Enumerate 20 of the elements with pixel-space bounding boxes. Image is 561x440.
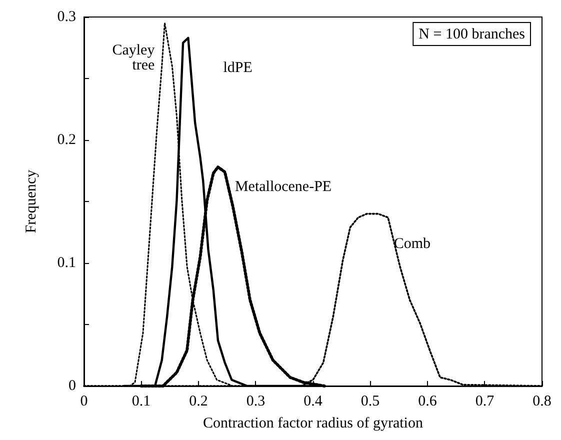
y-tick-label: 0.2 bbox=[57, 132, 76, 148]
y-axis-title: Frequency bbox=[24, 169, 40, 234]
series-label: Cayley tree bbox=[112, 42, 156, 74]
y-tick-label: 0.1 bbox=[57, 255, 76, 271]
x-tick-label: 0.6 bbox=[418, 394, 438, 410]
y-tick-label: 0.3 bbox=[57, 9, 76, 25]
x-tick-label: 0.4 bbox=[304, 394, 323, 410]
x-tick-label: 0.2 bbox=[189, 394, 208, 410]
x-tick-label: 0.5 bbox=[360, 394, 380, 410]
y-tick-label: 0 bbox=[68, 378, 76, 394]
x-tick-label: 0.7 bbox=[475, 394, 495, 410]
series-label: Metallocene-PE bbox=[234, 179, 332, 196]
series-label: Comb bbox=[394, 236, 431, 252]
x-tick-label: 0.8 bbox=[532, 394, 552, 410]
x-tick-label: 0.3 bbox=[246, 394, 266, 410]
annotation: N = 100 branches bbox=[418, 26, 526, 42]
x-tick-label: 0.1 bbox=[132, 394, 151, 410]
x-axis-title: Contraction factor radius of gyration bbox=[203, 416, 424, 432]
text: ldPE bbox=[223, 60, 252, 76]
x-tick-label: 0 bbox=[80, 394, 88, 410]
